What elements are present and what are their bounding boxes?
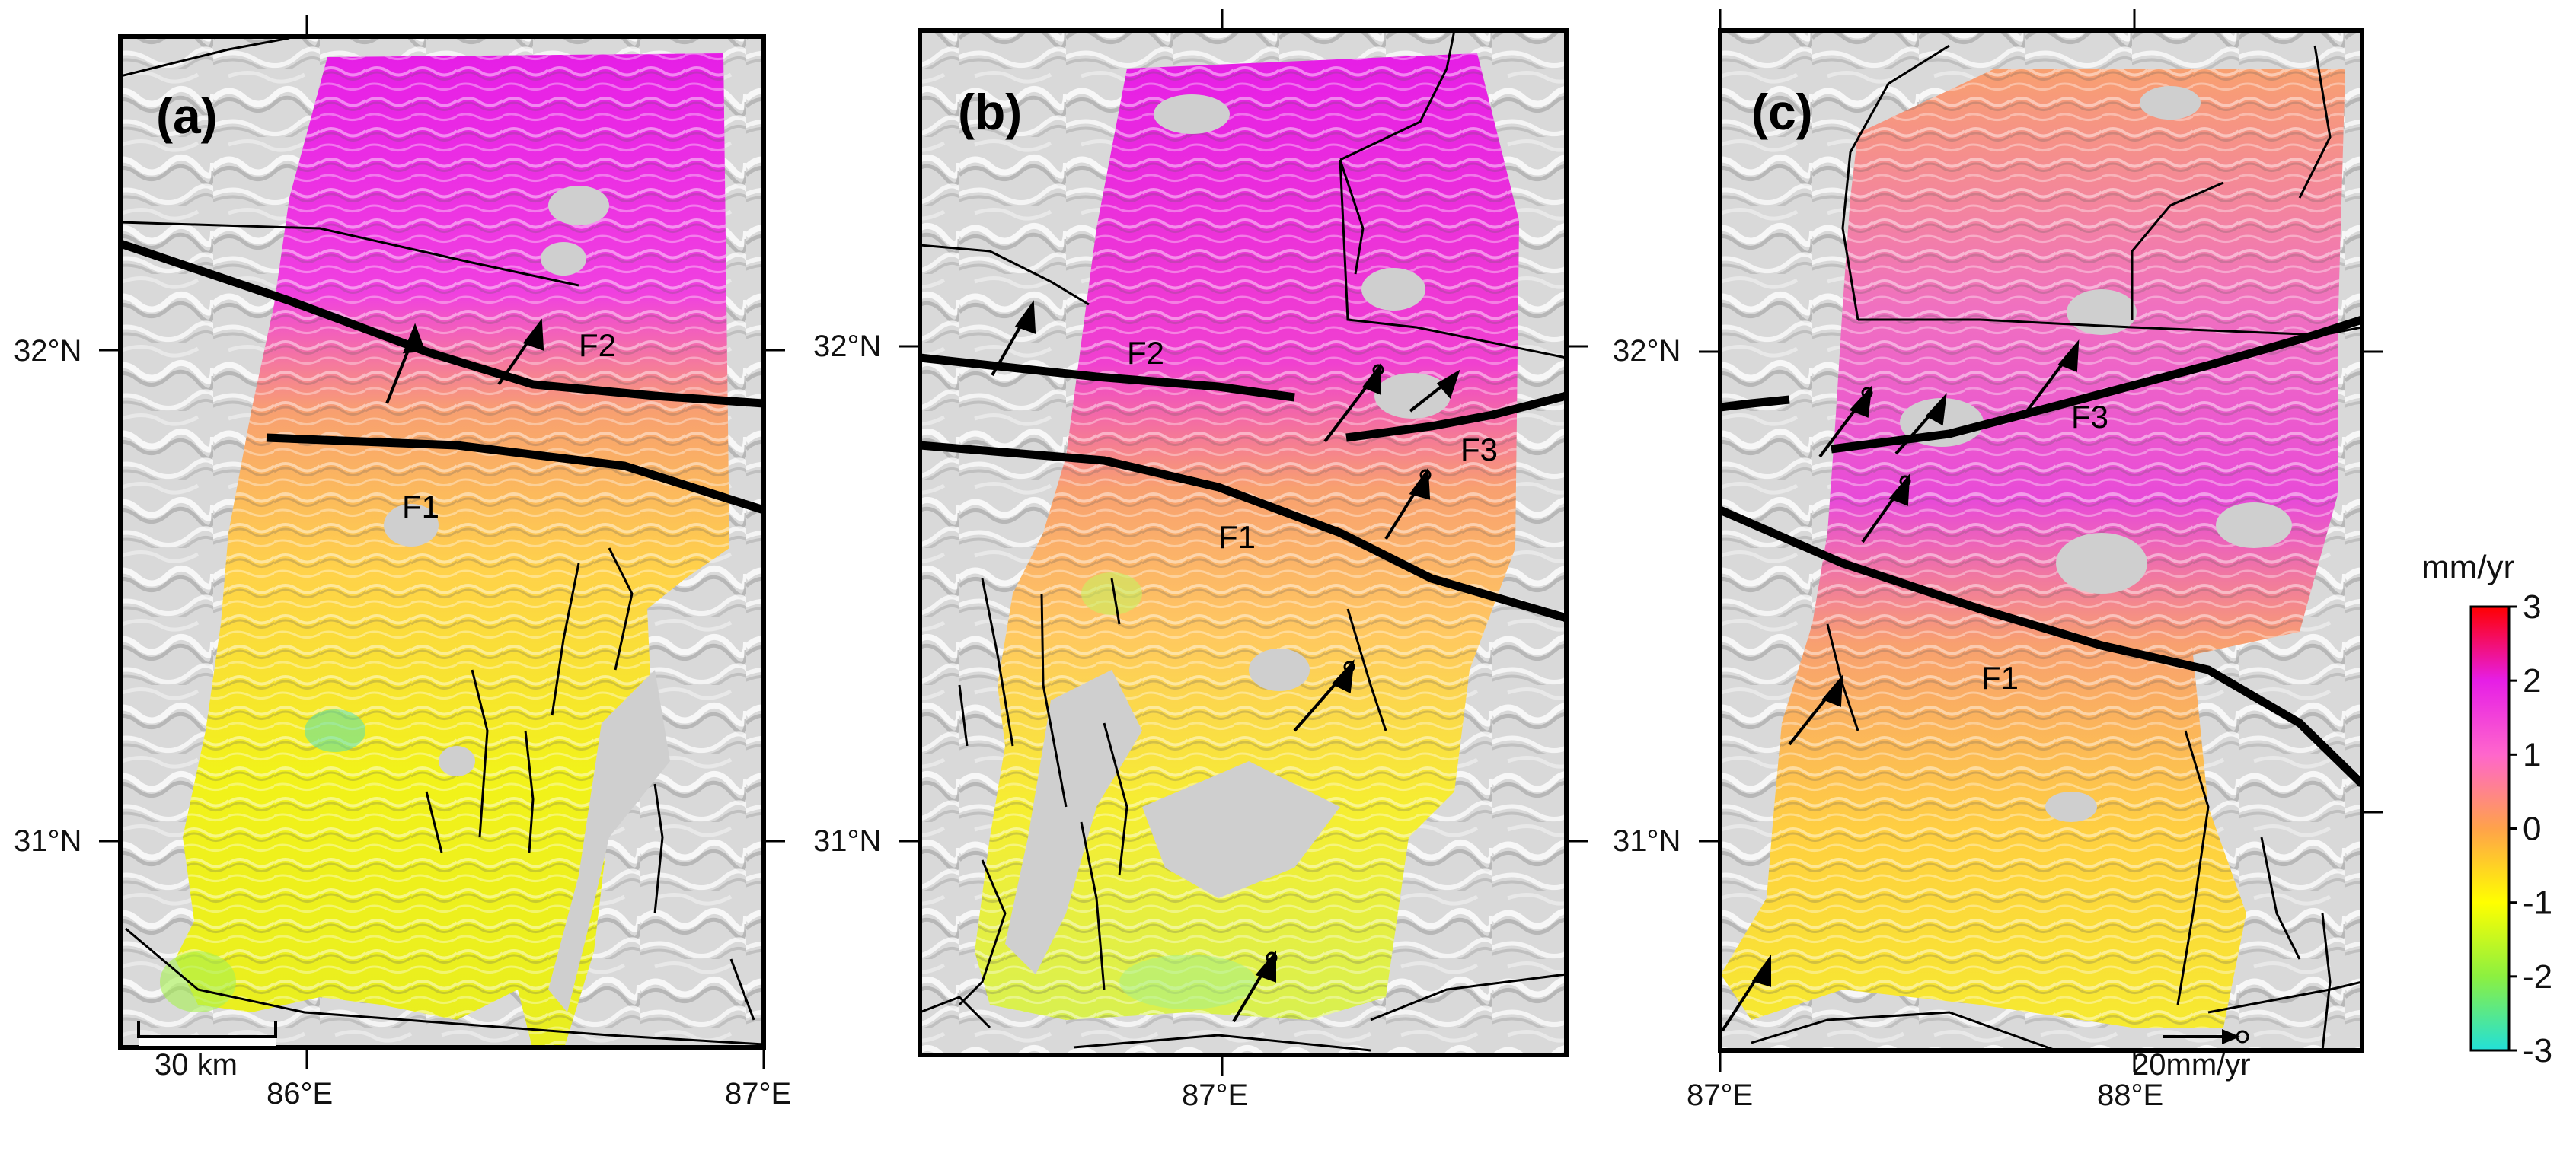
gps-vectors [385, 318, 544, 404]
colorbar: mm/yr 3 2 1 0 -1 -2 -3 [2421, 549, 2552, 1069]
fault-label-f1: F1 [1981, 660, 2019, 696]
fault-f1-line [1720, 505, 2362, 787]
gps-vectors [1721, 339, 2080, 1032]
no-data-holes [384, 186, 670, 1012]
fault-f3-line [1831, 315, 2362, 454]
panel-a-ticks [99, 15, 785, 1069]
panel-c-lat-32: 32°N [1613, 334, 1681, 368]
panel-c-ticks [1699, 9, 2383, 1072]
panel-b-lat-31: 31°N [813, 824, 881, 858]
colorbar-unit: mm/yr [2421, 549, 2514, 586]
fault-f1-line [266, 433, 764, 515]
panel-a-frame [118, 34, 766, 1050]
colorbar-tick-label: 2 [2523, 662, 2541, 700]
fault-f3-west-line [1720, 395, 1790, 412]
panel-a-lat-31: 31°N [14, 824, 81, 858]
panel-a: (a) 32°N 31°N 86°E 87°E F1 F2 30 km [14, 15, 791, 1111]
panel-a-label: (a) [156, 88, 218, 144]
fault-f3-line [1345, 391, 1566, 442]
fault-f2-line [920, 353, 1295, 402]
fault-f2-line [120, 239, 764, 408]
colorbar-tick-label: -2 [2523, 958, 2552, 996]
minor-faults [920, 30, 1566, 1052]
panel-c-label: (c) [1751, 84, 1813, 140]
panel-a-lon-87: 87°E [725, 1077, 791, 1111]
colorbar-tick-label: 0 [2523, 811, 2541, 848]
panel-a-lat-32: 32°N [14, 334, 81, 368]
colorbar-tick-label: 3 [2523, 588, 2541, 626]
panel-c-lat-31: 31°N [1613, 824, 1681, 858]
colorbar-tick-label: 1 [2523, 736, 2541, 773]
no-data-holes [1005, 94, 1451, 974]
vector-scale-label: 20mm/yr [2132, 1048, 2251, 1082]
panel-b-frame [918, 28, 1569, 1057]
panel-c-lon-87: 87°E [1687, 1079, 1753, 1112]
colorbar-ticks: 3 2 1 0 -1 -2 -3 [2509, 588, 2552, 1069]
scale-bar: 30 km [137, 1021, 277, 1082]
fault-label-f2: F2 [579, 327, 616, 363]
scale-bar-label: 30 km [155, 1048, 238, 1082]
panel-b: (b) 32°N 31°N 87°E F1 F2 F3 [813, 9, 1588, 1112]
colorbar-tick-label: -3 [2523, 1032, 2552, 1069]
vector-scale [2163, 1029, 2249, 1044]
panel-b-label: (b) [958, 84, 1022, 140]
panel-a-lon-86: 86°E [267, 1077, 333, 1111]
fault-label-f2: F2 [1127, 335, 1164, 371]
gps-vectors [991, 300, 1460, 1023]
panel-b-lat-32: 32°N [813, 330, 881, 363]
panel-b-ticks [899, 9, 1588, 1076]
panel-c-lon-88: 88°E [2097, 1079, 2163, 1112]
minor-faults [120, 37, 764, 1046]
fault-label-f1: F1 [402, 489, 439, 524]
no-data-holes [1900, 86, 2292, 822]
panel-c-frame [1718, 28, 2364, 1053]
colorbar-tick-label: -1 [2523, 884, 2552, 922]
fault-f1-line [920, 441, 1566, 623]
fault-label-f3: F3 [1460, 432, 1498, 467]
panel-b-lon-87: 87°E [1182, 1079, 1248, 1112]
panel-c: (c) 32°N 31°N 87°E 88°E F1 F3 20mm/yr [1613, 9, 2383, 1112]
fault-label-f3: F3 [2071, 399, 2108, 435]
fault-label-f1: F1 [1218, 519, 1256, 555]
colorbar-ramp [2469, 605, 2511, 1052]
